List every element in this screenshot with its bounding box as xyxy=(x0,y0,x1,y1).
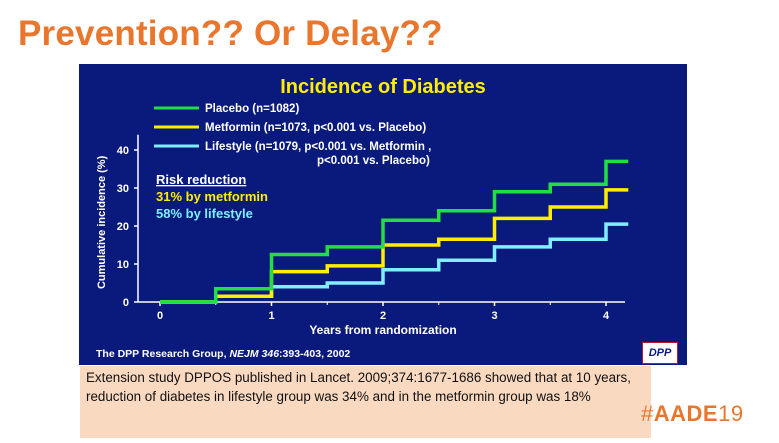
series-line-placebo xyxy=(160,159,629,304)
brand-hash: # xyxy=(641,401,654,426)
extension-study-note: Extension study DPPOS published in Lance… xyxy=(80,366,651,438)
legend-label-lifestyle-line2: p<0.001 vs. Placebo) xyxy=(317,155,430,167)
citation-prefix: The DPP Research Group, xyxy=(96,348,230,360)
incidence-chart: Incidence of Diabetes 0 10 20 30 40 0 1 2 3 4 Years… xyxy=(96,76,629,337)
brand-year: 19 xyxy=(718,401,744,426)
brand-name: AADE xyxy=(653,401,719,426)
aade19-brand: #AADE19 xyxy=(641,401,744,427)
legend-label-placebo: Placebo (n=1082) xyxy=(205,103,299,115)
citation-journal: NEJM 346 xyxy=(229,348,280,360)
chart-citation: The DPP Research Group, NEJM 346:393-403… xyxy=(96,348,350,360)
slide-title: Prevention?? Or Delay?? xyxy=(18,14,443,53)
y-tick-label: 0 xyxy=(123,297,129,309)
series-line-metformin xyxy=(160,188,629,304)
y-tick-label: 20 xyxy=(117,221,129,233)
citation-suffix: :393-403, 2002 xyxy=(279,348,351,360)
legend-label-lifestyle: Lifestyle (n=1079, p<0.001 vs. Metformin… xyxy=(205,141,431,153)
x-tick-label: 4 xyxy=(603,310,610,322)
legend-label-metformin: Metformin (n=1073, p<0.001 vs. Placebo) xyxy=(205,122,426,134)
risk-reduction-heading: Risk reduction xyxy=(156,172,246,187)
chart-title: Incidence of Diabetes xyxy=(280,76,486,98)
risk-reduction-lifestyle: 58% by lifestyle xyxy=(156,206,253,221)
x-axis-label: Years from randomization xyxy=(309,323,456,337)
x-tick-label: 0 xyxy=(157,310,163,322)
y-tick-label: 10 xyxy=(117,259,129,271)
y-tick-label: 40 xyxy=(117,145,129,157)
x-tick-label: 1 xyxy=(268,310,274,322)
risk-reduction-metformin: 31% by metformin xyxy=(156,189,268,204)
x-tick-label: 3 xyxy=(491,310,497,322)
y-axis-label: Cumulative incidence (%) xyxy=(96,155,108,289)
x-tick-label: 2 xyxy=(380,310,386,322)
chart-panel: Incidence of Diabetes 0 10 20 30 40 0 1 2 3 4 Years… xyxy=(79,64,687,365)
dpp-logo: DPP xyxy=(642,342,678,364)
y-tick-label: 30 xyxy=(117,183,129,195)
